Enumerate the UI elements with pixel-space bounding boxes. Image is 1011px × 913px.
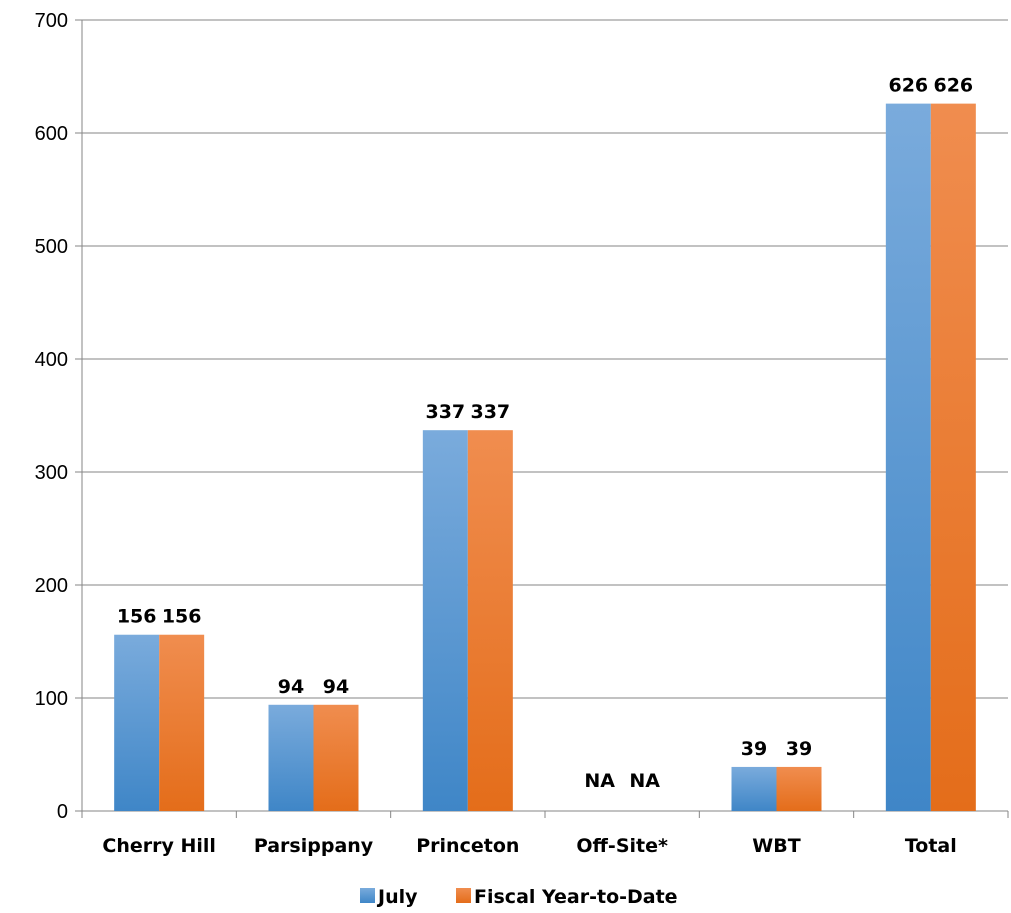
bar <box>731 766 777 811</box>
data-label: NA <box>629 770 660 792</box>
data-label: 156 <box>162 606 202 628</box>
legend: July Fiscal Year-to-Date <box>360 886 678 908</box>
data-label: 156 <box>117 606 157 628</box>
y-tick-label: 700 <box>35 10 68 32</box>
legend-swatch <box>360 888 375 903</box>
bar <box>776 766 822 811</box>
y-tick-label: 200 <box>35 575 68 597</box>
bar <box>467 430 513 811</box>
y-tick-label: 400 <box>35 349 68 371</box>
data-label: 39 <box>741 738 767 760</box>
x-category-labels: Cherry Hill Parsippany Princeton Off-Site* W… <box>102 835 956 857</box>
bar <box>930 103 976 812</box>
bar <box>159 634 205 811</box>
x-category-label: Total <box>905 835 957 857</box>
data-label: 337 <box>425 401 465 423</box>
axes <box>81 20 1009 818</box>
y-tick-label: 0 <box>57 801 68 823</box>
x-category-label: Off-Site* <box>576 835 668 857</box>
legend-swatch <box>456 888 471 903</box>
x-category-label: WBT <box>752 835 800 857</box>
y-tick-label: 300 <box>35 462 68 484</box>
bars <box>114 103 976 812</box>
data-label: NA <box>584 770 615 792</box>
legend-label: July <box>376 886 418 908</box>
bar <box>885 103 931 812</box>
data-label: 94 <box>278 676 304 698</box>
y-tick-label: 500 <box>35 236 68 258</box>
x-category-label: Parsippany <box>254 835 374 857</box>
bar <box>422 430 468 811</box>
data-label: 626 <box>888 75 928 97</box>
bar <box>313 704 359 811</box>
data-label: 39 <box>786 738 812 760</box>
y-tick-labels: 0 100 200 300 400 500 600 700 <box>35 10 68 823</box>
bar <box>114 634 160 811</box>
data-label: 94 <box>323 676 349 698</box>
y-tick-label: 100 <box>35 688 68 710</box>
legend-label: Fiscal Year-to-Date <box>474 886 678 908</box>
data-label: 626 <box>933 75 973 97</box>
gridlines <box>75 19 1008 812</box>
x-category-label: Cherry Hill <box>102 835 216 857</box>
bar <box>268 704 314 811</box>
x-category-label: Princeton <box>416 835 519 857</box>
y-tick-label: 600 <box>35 123 68 145</box>
data-labels: 156 156 94 94 337 337 NA NA 39 39 626 626 <box>117 75 973 792</box>
data-label: 337 <box>470 401 510 423</box>
